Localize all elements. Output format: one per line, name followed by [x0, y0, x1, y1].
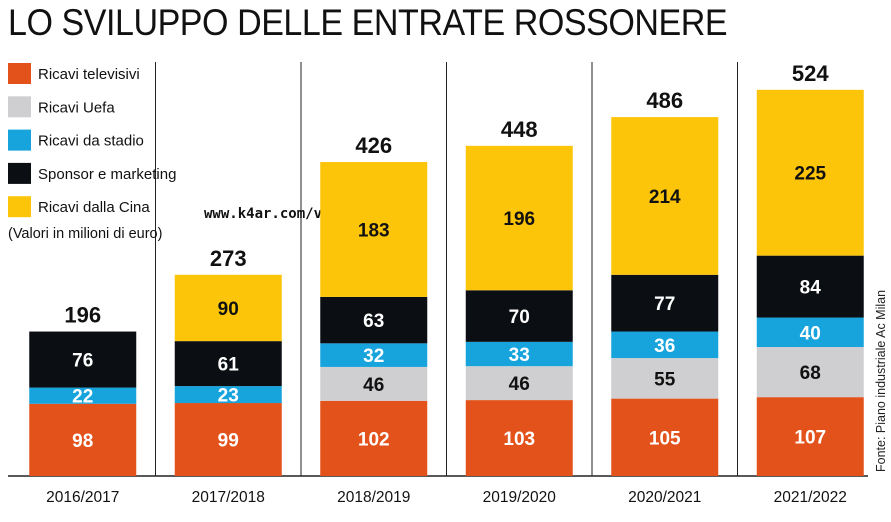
segment-value-label: 77 — [654, 294, 675, 315]
segment-value-label: 103 — [503, 429, 535, 450]
bar-segment-sponsor-e-marketing-2021-2022 — [756, 255, 864, 318]
bar-total-label: 524 — [792, 61, 829, 86]
legend-label-ricavi-uefa: Ricavi Uefa — [38, 99, 115, 116]
segment-value-label: 225 — [794, 164, 826, 185]
x-tick-label: 2020/2021 — [628, 489, 701, 506]
segment-value-label: 23 — [218, 386, 239, 407]
bar-segment-ricavi-uefa-2020-2021 — [611, 358, 719, 399]
legend-swatch-ricavi-uefa — [8, 96, 31, 118]
bar-segment-ricavi-televisivi-2017-2018 — [174, 403, 282, 476]
bar-segment-ricavi-dalla-cina-2020-2021 — [611, 117, 719, 275]
legend-label-ricavi-da-stadio: Ricavi da stadio — [38, 133, 144, 150]
legend-swatch-ricavi-da-stadio — [8, 129, 31, 151]
bar-segment-ricavi-da-stadio-2021-2022 — [756, 317, 864, 348]
bar-segment-ricavi-televisivi-2016-2017 — [29, 403, 137, 476]
bar-total-label: 426 — [355, 133, 392, 158]
bar-segment-sponsor-e-marketing-2018-2019 — [320, 296, 428, 344]
segment-value-label: 36 — [654, 336, 675, 357]
bar-segment-ricavi-televisivi-2018-2019 — [320, 400, 428, 476]
bar-segment-ricavi-uefa-2021-2022 — [756, 347, 864, 398]
segment-value-label: 84 — [800, 278, 822, 299]
x-tick-label: 2016/2017 — [46, 489, 119, 506]
segment-value-label: 76 — [72, 351, 93, 372]
bar-segment-ricavi-dalla-cina-2018-2019 — [320, 162, 428, 297]
bar-segment-ricavi-da-stadio-2016-2017 — [29, 387, 137, 404]
segment-value-label: 196 — [503, 209, 535, 230]
segment-value-label: 46 — [363, 375, 384, 396]
segment-value-label: 99 — [218, 431, 239, 452]
segment-value-label: 70 — [509, 307, 530, 328]
bar-segment-ricavi-da-stadio-2020-2021 — [611, 331, 719, 359]
x-tick-label: 2017/2018 — [192, 489, 265, 506]
x-tick-label: 2021/2022 — [774, 489, 847, 506]
bar-segment-ricavi-dalla-cina-2021-2022 — [756, 89, 864, 256]
segment-value-label: 40 — [800, 323, 821, 344]
segment-value-label: 183 — [358, 220, 390, 241]
legend-label-sponsor-e-marketing: Sponsor e marketing — [38, 166, 176, 183]
legend-label-ricavi-televisivi: Ricavi televisivi — [38, 66, 140, 83]
bar-segment-ricavi-uefa-2018-2019 — [320, 366, 428, 401]
bar-segment-ricavi-televisivi-2021-2022 — [756, 397, 864, 476]
source-text: Fonte: Piano industriale Ac Milan — [874, 290, 888, 472]
segment-value-label: 61 — [218, 355, 240, 376]
bar-segment-sponsor-e-marketing-2020-2021 — [611, 274, 719, 332]
segment-value-label: 32 — [363, 346, 384, 367]
bar-segment-sponsor-e-marketing-2017-2018 — [174, 341, 282, 387]
x-tick-label: 2018/2019 — [337, 489, 410, 506]
chart-title: LO SVILUPPO DELLE ENTRATE ROSSONERE — [8, 2, 728, 43]
column-dividers — [8, 62, 868, 477]
legend-swatch-ricavi-dalla-cina — [8, 196, 31, 218]
bar-segment-ricavi-televisivi-2020-2021 — [611, 398, 719, 476]
legend-swatch-ricavi-televisivi — [8, 63, 31, 84]
bar-total-label: 273 — [210, 246, 247, 271]
segment-value-label: 107 — [794, 428, 826, 449]
segment-value-label: 33 — [509, 345, 530, 366]
bar-segment-ricavi-uefa-2019-2020 — [465, 366, 573, 401]
bar-segment-ricavi-televisivi-2019-2020 — [465, 400, 573, 476]
bar-segment-ricavi-da-stadio-2019-2020 — [465, 341, 573, 367]
bars: 98 22 76 196 99 23 61 90 273 102 46 32 63 183 426 103 46… — [29, 61, 864, 476]
segment-value-label: 90 — [218, 299, 239, 320]
x-axis: 2016/2017 2017/2018 2018/2019 2019/2020 2020… — [46, 489, 847, 506]
legend-swatch-sponsor-e-marketing — [8, 162, 31, 184]
bar-total-label: 448 — [501, 117, 538, 142]
segment-value-label: 63 — [363, 311, 384, 332]
bar-segment-ricavi-dalla-cina-2017-2018 — [174, 274, 282, 342]
segment-value-label: 214 — [649, 187, 681, 208]
segment-value-label: 105 — [649, 428, 681, 449]
segment-value-label: 55 — [654, 369, 676, 390]
segment-value-label: 68 — [800, 363, 821, 384]
bar-total-label: 486 — [646, 88, 683, 113]
watermark-text: www.k4ar.com/vb — [204, 206, 330, 222]
legend: Ricavi televisivi Ricavi Uefa Ricavi da st… — [8, 63, 176, 218]
bar-segment-sponsor-e-marketing-2016-2017 — [29, 331, 137, 388]
segment-value-label: 46 — [509, 374, 530, 395]
bar-segment-ricavi-dalla-cina-2019-2020 — [465, 145, 573, 291]
segment-value-label: 102 — [358, 429, 390, 450]
legend-label-ricavi-dalla-cina: Ricavi dalla Cina — [38, 199, 150, 216]
units-note: (Valori in milioni di euro) — [8, 226, 162, 242]
bar-segment-sponsor-e-marketing-2019-2020 — [465, 290, 573, 342]
segment-value-label: 98 — [72, 431, 93, 452]
x-tick-label: 2019/2020 — [483, 489, 557, 506]
segment-value-label: 22 — [72, 387, 93, 408]
bar-segment-ricavi-da-stadio-2018-2019 — [320, 343, 428, 367]
bar-segment-ricavi-da-stadio-2017-2018 — [174, 386, 282, 404]
bar-total-label: 196 — [64, 303, 101, 328]
